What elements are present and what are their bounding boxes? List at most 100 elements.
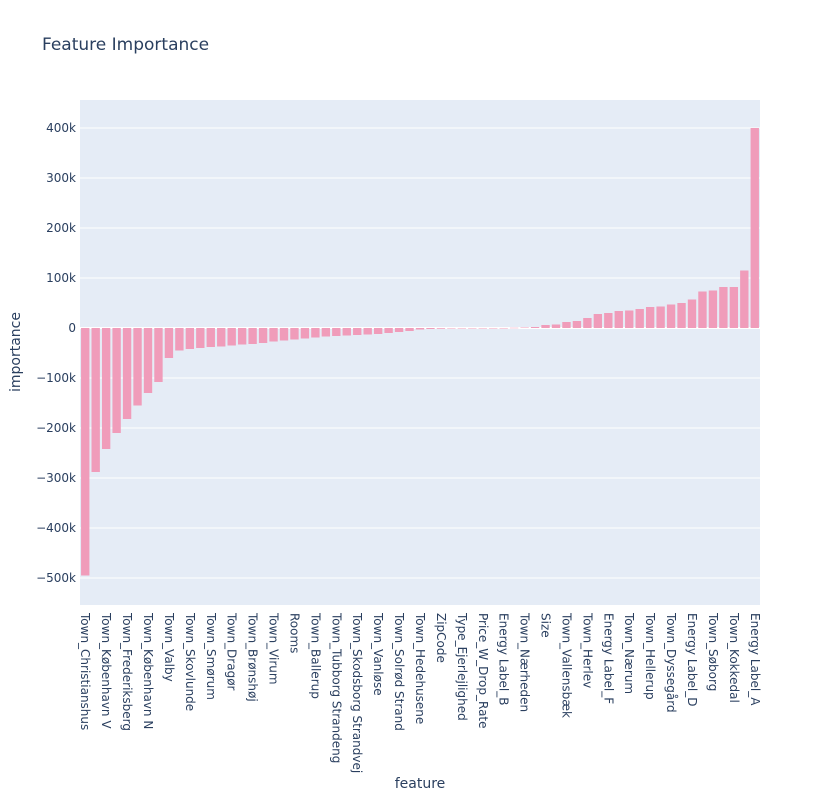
bar [729,287,739,328]
bar [353,328,362,335]
x-tick-label: Town_Vallensbæk [559,612,573,718]
x-tick-label: Town_Ballerup [308,612,322,699]
x-tick-label: Price_W_Drop_Rate [476,613,490,729]
x-tick-label: Town_Frederiksberg [120,612,134,731]
x-tick-label: Rooms [287,613,301,653]
bar [625,310,634,328]
x-axis-title: feature [395,776,446,792]
bar [384,328,393,333]
bar [551,324,561,328]
x-tick-label: Town_Tubborg Strandeng [329,612,343,763]
bar [593,314,603,328]
y-tick-label: 100k [46,271,76,285]
bar [520,327,529,328]
y-tick-label: 0 [68,321,76,335]
x-tick-label: Town_København V [99,612,113,729]
x-tick-label: ZipCode [434,613,448,663]
x-tick-label: Town_Skodsborg Strandvej [350,612,364,773]
bar [687,299,697,328]
x-tick-label: Town_Virum [267,612,281,685]
x-tick-label: Town_Herlev [580,612,594,688]
bar [509,327,519,329]
bar [572,321,582,328]
bar [635,309,644,328]
bar [708,290,718,328]
x-tick-label: Energy Label_A [748,613,762,706]
bar [740,270,749,328]
bar [237,328,247,345]
bar [604,313,613,328]
x-tick-label: Town_Skovlunde [183,612,197,711]
bar [614,311,623,328]
bar [217,328,226,347]
bar [645,307,655,328]
x-tick-label: Town_Kokkedal [727,612,741,703]
x-tick-label: Energy Label_B [497,613,511,705]
bar [311,328,320,338]
bar [447,328,456,329]
bar [583,318,592,328]
bar [279,328,289,341]
x-tick-label: Town_Dyssegård [664,612,678,713]
bar [342,328,351,336]
x-tick-label: Town_Hellerup [643,612,657,700]
y-tick-label: 200k [46,221,76,235]
bar [394,328,404,332]
bar [133,328,142,406]
y-tick-label: 300k [46,171,76,185]
bar [290,328,299,340]
bar [530,327,540,328]
bar [666,304,676,328]
bar [175,328,184,351]
x-tick-label: Town_Nærheden [518,612,532,712]
x-tick-label: Town_Nærum [622,612,636,694]
x-tick-label: Type_Ejerlejlighed [455,612,469,721]
bar [499,327,508,329]
x-tick-label: Town_Valby [162,612,176,682]
bar [750,128,759,328]
x-tick-label: Size [539,613,553,638]
x-tick-label: Town_Vanløse [371,612,385,696]
bar [405,328,414,331]
bar [436,328,446,329]
x-tick-label: Town_Brønshøj [246,612,260,702]
bar [321,328,331,337]
bar [91,328,100,472]
bar [122,328,132,419]
bar [185,328,195,349]
x-tick-label: Energy Label_D [685,613,699,706]
bar [373,328,383,334]
bar [248,328,257,344]
bar [677,303,686,328]
y-tick-label: −200k [36,421,76,435]
y-tick-label: −400k [36,521,76,535]
bar [269,328,278,342]
bar [164,328,174,358]
y-axis-title: importance [8,312,24,392]
bar [468,328,477,329]
bar [489,327,498,329]
x-tick-label: Town_København N [141,612,155,729]
bar [719,287,728,328]
x-tick-label: Town_Solrød Strand [392,612,406,731]
bar [415,328,425,330]
y-tick-label: 400k [46,121,76,135]
y-tick-label: −300k [36,471,76,485]
bar [541,325,550,328]
bar [426,328,435,329]
bar [457,328,467,329]
bar [363,328,372,335]
bar [478,328,487,329]
bar [656,306,665,328]
bar [101,328,111,449]
bar [562,322,571,328]
y-tick-label: −500k [36,571,76,585]
y-tick-label: −100k [36,371,76,385]
x-tick-label: Town_Christianshus [78,612,92,730]
bar [300,328,310,339]
bar [143,328,153,393]
bar [227,328,236,346]
bar [206,328,215,347]
bar [112,328,121,433]
